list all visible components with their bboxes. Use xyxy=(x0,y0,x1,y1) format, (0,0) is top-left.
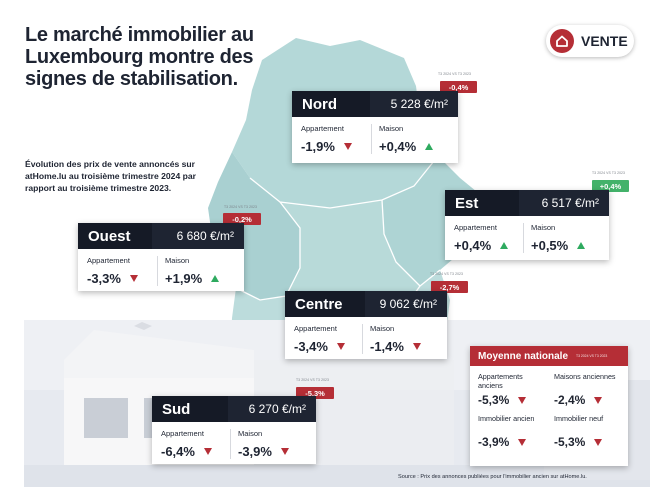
apartment-label: Appartement xyxy=(301,124,344,133)
national-label: Immobilier neuf xyxy=(554,414,604,423)
house-label: Maison xyxy=(165,256,190,265)
region-price: 6 270 €/m² xyxy=(248,402,306,416)
page-title: Le marché immobilier au Luxembourg montr… xyxy=(25,24,254,90)
source-note: Source : Prix des annonces publiées pour… xyxy=(398,474,587,480)
period-note: T3 2024 VS T3 2023 xyxy=(592,171,626,175)
national-label: Immobilier ancien xyxy=(478,414,535,423)
up-arrow-icon xyxy=(425,143,434,150)
down-arrow-icon xyxy=(594,438,603,446)
region-card-centre: Centre 9 062 €/m² Appartement -3,4% Maison… xyxy=(285,291,447,359)
region-card-est: Est 6 517 €/m² Appartement +0,4% Maison +0,… xyxy=(445,190,609,260)
up-arrow-icon xyxy=(577,242,586,249)
house-value: +0,5% xyxy=(531,238,569,253)
national-average-card: Moyenne nationale T3 2024 VS T3 2023 Appa… xyxy=(470,346,628,466)
national-period: T3 2024 VS T3 2023 xyxy=(576,354,608,358)
apartment-label: Appartement xyxy=(454,223,497,232)
national-label: Maisons anciennes xyxy=(554,372,616,381)
house-label: Maison xyxy=(238,429,263,438)
down-arrow-icon xyxy=(518,396,527,404)
region-price: 6 680 €/m² xyxy=(176,229,234,243)
house-value: -1,4% xyxy=(370,339,404,354)
down-arrow-icon xyxy=(343,143,352,150)
national-value: -2,4% xyxy=(554,393,586,407)
region-name: Est xyxy=(445,190,519,216)
house-value: +0,4% xyxy=(379,139,417,154)
up-arrow-icon xyxy=(500,242,509,249)
apartment-value: -1,9% xyxy=(301,139,335,154)
region-card-ouest: Ouest 6 680 €/m² Appartement -3,3% Maison +… xyxy=(78,223,244,291)
national-label: Appartements anciens xyxy=(478,372,523,390)
down-arrow-icon xyxy=(336,343,345,350)
period-note: T3 2024 VS T3 2023 xyxy=(224,205,258,209)
period-note: T3 2024 VS T3 2023 xyxy=(430,272,464,276)
period-note: T3 2024 VS T3 2023 xyxy=(296,378,330,382)
region-change-badge: +0,4% xyxy=(592,180,629,192)
up-arrow-icon xyxy=(211,275,220,282)
down-arrow-icon xyxy=(280,448,289,455)
region-card-nord: Nord 5 228 €/m² Appartement -1,9% Maison +0… xyxy=(292,91,458,163)
region-card-sud: Sud 6 270 €/m² Appartement -6,4% Maison -3,… xyxy=(152,396,316,464)
house-label: Maison xyxy=(370,324,395,333)
region-name: Nord xyxy=(292,91,370,117)
down-arrow-icon xyxy=(412,343,421,350)
national-value: -3,9% xyxy=(478,435,510,449)
vente-badge: VENTE xyxy=(546,25,634,57)
down-arrow-icon xyxy=(518,438,527,446)
down-arrow-icon xyxy=(594,396,603,404)
house-icon xyxy=(550,29,574,53)
page-subtitle: Évolution des prix de vente annoncés sur… xyxy=(25,159,196,193)
region-change-badge: -2,7% xyxy=(431,281,468,293)
period-note: T3 2024 VS T3 2023 xyxy=(438,72,472,76)
house-value: -3,9% xyxy=(238,444,272,459)
down-arrow-icon xyxy=(203,448,212,455)
map-region-centre xyxy=(280,200,420,306)
apartment-label: Appartement xyxy=(294,324,337,333)
region-name: Ouest xyxy=(78,223,152,249)
region-price: 5 228 €/m² xyxy=(390,97,448,111)
apartment-value: -3,3% xyxy=(87,271,121,286)
national-title: Moyenne nationale xyxy=(478,350,569,362)
region-change-badge: -0,2% xyxy=(223,213,261,225)
apartment-value: -3,4% xyxy=(294,339,328,354)
region-name: Sud xyxy=(152,396,228,422)
apartment-value: +0,4% xyxy=(454,238,492,253)
house-label: Maison xyxy=(531,223,556,232)
apartment-label: Appartement xyxy=(87,256,130,265)
region-price: 6 517 €/m² xyxy=(541,196,599,210)
national-value: -5,3% xyxy=(478,393,510,407)
region-name: Centre xyxy=(285,291,365,317)
region-price: 9 062 €/m² xyxy=(379,297,437,311)
vente-label: VENTE xyxy=(581,33,628,49)
national-value: -5,3% xyxy=(554,435,586,449)
house-label: Maison xyxy=(379,124,404,133)
down-arrow-icon xyxy=(129,275,138,282)
apartment-label: Appartement xyxy=(161,429,204,438)
house-value: +1,9% xyxy=(165,271,203,286)
region-change-badge: -0,4% xyxy=(440,81,477,93)
apartment-value: -6,4% xyxy=(161,444,195,459)
